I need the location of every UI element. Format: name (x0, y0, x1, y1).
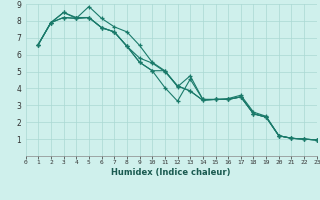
X-axis label: Humidex (Indice chaleur): Humidex (Indice chaleur) (111, 168, 231, 177)
